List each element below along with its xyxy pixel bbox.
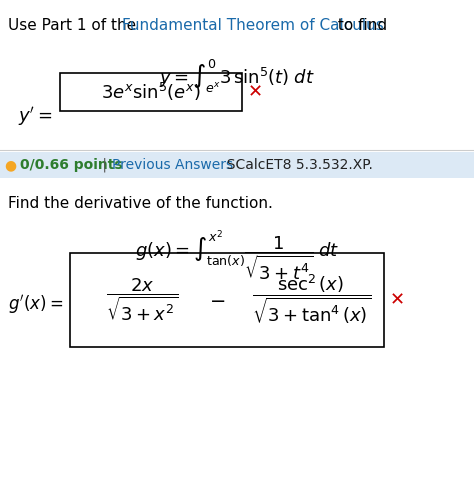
FancyBboxPatch shape [60,73,242,111]
Text: Previous Answers: Previous Answers [112,158,233,172]
Text: $g(x) = \int_{\tan(x)}^{x^2} \dfrac{1}{\sqrt{3+t^4}}\;dt$: $g(x) = \int_{\tan(x)}^{x^2} \dfrac{1}{\… [135,228,339,282]
Text: $\dfrac{2x}{\sqrt{3+x^2}}$: $\dfrac{2x}{\sqrt{3+x^2}}$ [106,277,178,324]
FancyBboxPatch shape [70,253,384,347]
Text: $-$: $-$ [209,291,225,309]
Text: SCalcET8 5.3.532.XP.: SCalcET8 5.3.532.XP. [218,158,373,172]
Text: to find: to find [333,18,387,33]
Text: 0/0.66 points: 0/0.66 points [20,158,123,172]
Text: Find the derivative of the function.: Find the derivative of the function. [8,196,273,211]
Text: $\dfrac{\sec^2(x)}{\sqrt{3+\tan^4(x)}}$: $\dfrac{\sec^2(x)}{\sqrt{3+\tan^4(x)}}$ [252,273,372,327]
Text: ✕: ✕ [248,83,263,101]
Text: $y = \int_{e^x}^{0} 3\,\sin^5\!(t)\;dt$: $y = \int_{e^x}^{0} 3\,\sin^5\!(t)\;dt$ [159,58,315,95]
Text: $g'(x) = $: $g'(x) = $ [8,294,63,316]
Text: Use Part 1 of the: Use Part 1 of the [8,18,141,33]
Text: ●: ● [4,158,16,172]
Text: Fundamental Theorem of Calculus: Fundamental Theorem of Calculus [122,18,384,33]
Text: ✕: ✕ [390,291,405,309]
FancyBboxPatch shape [0,152,474,178]
Text: $y' = $: $y' = $ [18,105,53,128]
Text: $3e^x\sin^5\!\left(e^x\right)$: $3e^x\sin^5\!\left(e^x\right)$ [101,81,201,103]
Text: |: | [98,158,111,172]
